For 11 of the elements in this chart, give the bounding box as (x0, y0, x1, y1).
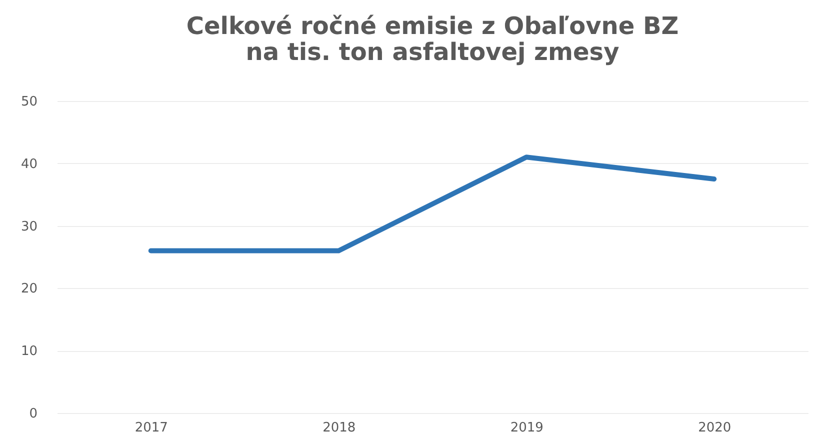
y-tick-label: 0 (29, 406, 38, 422)
x-tick-label: 2017 (134, 420, 168, 436)
x-tick-label: 2018 (322, 420, 356, 436)
x-tick-label: 2019 (510, 420, 544, 436)
y-tick-label: 20 (20, 282, 38, 297)
y-tick-label: 40 (20, 156, 38, 172)
chart-title: Celkové ročné emisie z Obaľovne BZ na tis. ton asfaltovej zmesy (186, 12, 679, 66)
y-tick-label: 50 (20, 94, 38, 110)
y-tick-label: 10 (20, 344, 38, 360)
x-tick-label: 2020 (698, 420, 732, 436)
y-tick-label: 30 (20, 219, 38, 234)
